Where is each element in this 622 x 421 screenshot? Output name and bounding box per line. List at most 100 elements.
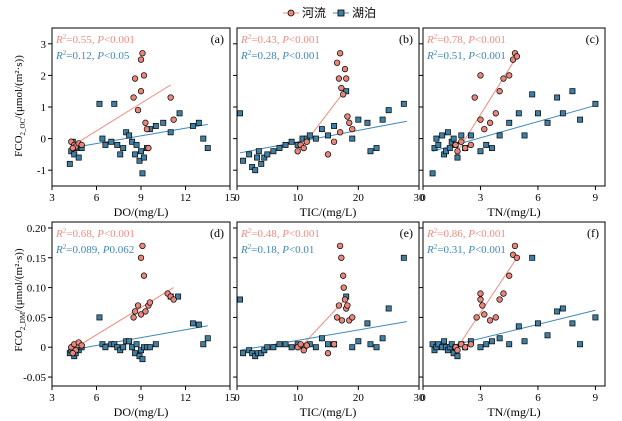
- river-point: [69, 350, 76, 357]
- lake-point: [204, 335, 211, 342]
- x-tick-label: 3: [478, 392, 484, 404]
- lake-point: [258, 160, 265, 167]
- lake-point: [261, 347, 268, 354]
- river-point: [340, 272, 347, 279]
- lake-point: [400, 100, 407, 107]
- lake-point: [102, 141, 109, 148]
- x-tick-label: 30: [414, 192, 426, 204]
- river-point: [344, 302, 351, 309]
- lake-point: [200, 135, 207, 142]
- lake-point: [569, 88, 576, 95]
- lake-point: [367, 341, 374, 348]
- river-point: [341, 296, 349, 303]
- lake-stats: R2=0.31, P<0.001: [426, 243, 506, 256]
- x-tick-label: 12: [180, 192, 191, 204]
- lake-stats: R2=0.12, P<0.05: [55, 49, 130, 62]
- river-point: [336, 129, 344, 136]
- river-point: [335, 302, 343, 309]
- river-point: [343, 75, 350, 82]
- lake-point: [264, 344, 271, 351]
- river-point: [496, 88, 503, 95]
- river-point: [140, 72, 148, 79]
- lake-point: [136, 353, 143, 360]
- lake-point: [132, 350, 139, 357]
- river-stats: R2=0.43, P<0.001: [240, 33, 320, 46]
- river-point: [461, 344, 469, 351]
- lake-point: [506, 341, 513, 348]
- x-tick-label: 10: [292, 392, 304, 404]
- river-point: [338, 254, 345, 261]
- river-point: [486, 317, 494, 324]
- lake-point: [534, 110, 541, 117]
- river-point: [131, 308, 139, 315]
- river-point: [481, 311, 488, 318]
- y-tick-label: 0: [41, 134, 47, 146]
- river-point: [500, 75, 507, 82]
- river-point: [139, 242, 146, 250]
- lake-point: [435, 141, 442, 148]
- legend: 河流 湖泊: [283, 5, 376, 20]
- lake-point: [454, 353, 461, 360]
- y-label-bottom-post: /(μmol/(m²·s)): [13, 248, 25, 312]
- x-tick-label: 10: [292, 192, 304, 204]
- lake-fit-line: [69, 325, 208, 351]
- x-tick-label: 6: [535, 392, 541, 404]
- river-point: [481, 125, 488, 133]
- river-point: [142, 119, 149, 126]
- lake-point: [569, 320, 576, 327]
- river-stats: R2=0.68, P<0.001: [55, 227, 135, 240]
- river-point: [300, 144, 307, 152]
- x-tick-label: 6: [94, 192, 100, 204]
- lake-point: [114, 141, 121, 148]
- lake-point: [592, 100, 599, 107]
- y-tick-label: 1: [41, 102, 47, 114]
- lake-point: [496, 132, 503, 139]
- lake-point: [554, 94, 561, 101]
- lake-point: [483, 141, 490, 148]
- lake-point: [477, 344, 484, 351]
- lake-point: [270, 344, 277, 351]
- x-tick-label: 20: [353, 192, 365, 204]
- river-point: [452, 141, 459, 149]
- x-tick-label: 20: [353, 392, 365, 404]
- lake-point: [429, 170, 436, 177]
- lake-point: [117, 347, 124, 354]
- lake-fit-line: [432, 309, 596, 351]
- river-point: [324, 350, 332, 357]
- river-point: [506, 72, 513, 79]
- river-point: [146, 299, 154, 306]
- lake-point: [146, 344, 153, 351]
- river-point: [341, 65, 349, 73]
- lake-point: [133, 341, 140, 348]
- river-point: [137, 56, 145, 63]
- legend-lake-label: 湖泊: [352, 5, 376, 20]
- x-tick-label: 0: [420, 392, 426, 404]
- lake-point: [364, 119, 371, 126]
- river-point: [454, 347, 461, 354]
- lake-point: [246, 347, 253, 354]
- x-axis-label: TIC/(mg/L): [300, 205, 357, 219]
- lake-fit-line: [239, 120, 407, 154]
- lake-point: [318, 126, 325, 133]
- plot-frame: [236, 221, 420, 387]
- y-tick-label: -1: [37, 165, 46, 177]
- lake-point: [126, 132, 133, 139]
- river-point: [346, 119, 353, 126]
- lake-point: [367, 148, 374, 155]
- lake-point: [167, 129, 174, 136]
- river-point: [492, 110, 499, 117]
- lake-point: [75, 154, 82, 161]
- river-point: [303, 342, 310, 349]
- river-point: [511, 242, 519, 250]
- lake-point: [240, 157, 247, 164]
- lake-point: [123, 129, 130, 136]
- lake-point: [454, 154, 461, 161]
- lake-point: [450, 350, 457, 357]
- lake-point: [114, 344, 121, 351]
- river-fit-line: [455, 56, 518, 155]
- lake-point: [559, 305, 566, 312]
- y-tick-label: 2: [41, 70, 47, 82]
- river-stats: R2=0.86, P<0.001: [426, 227, 506, 240]
- river-point: [131, 75, 139, 82]
